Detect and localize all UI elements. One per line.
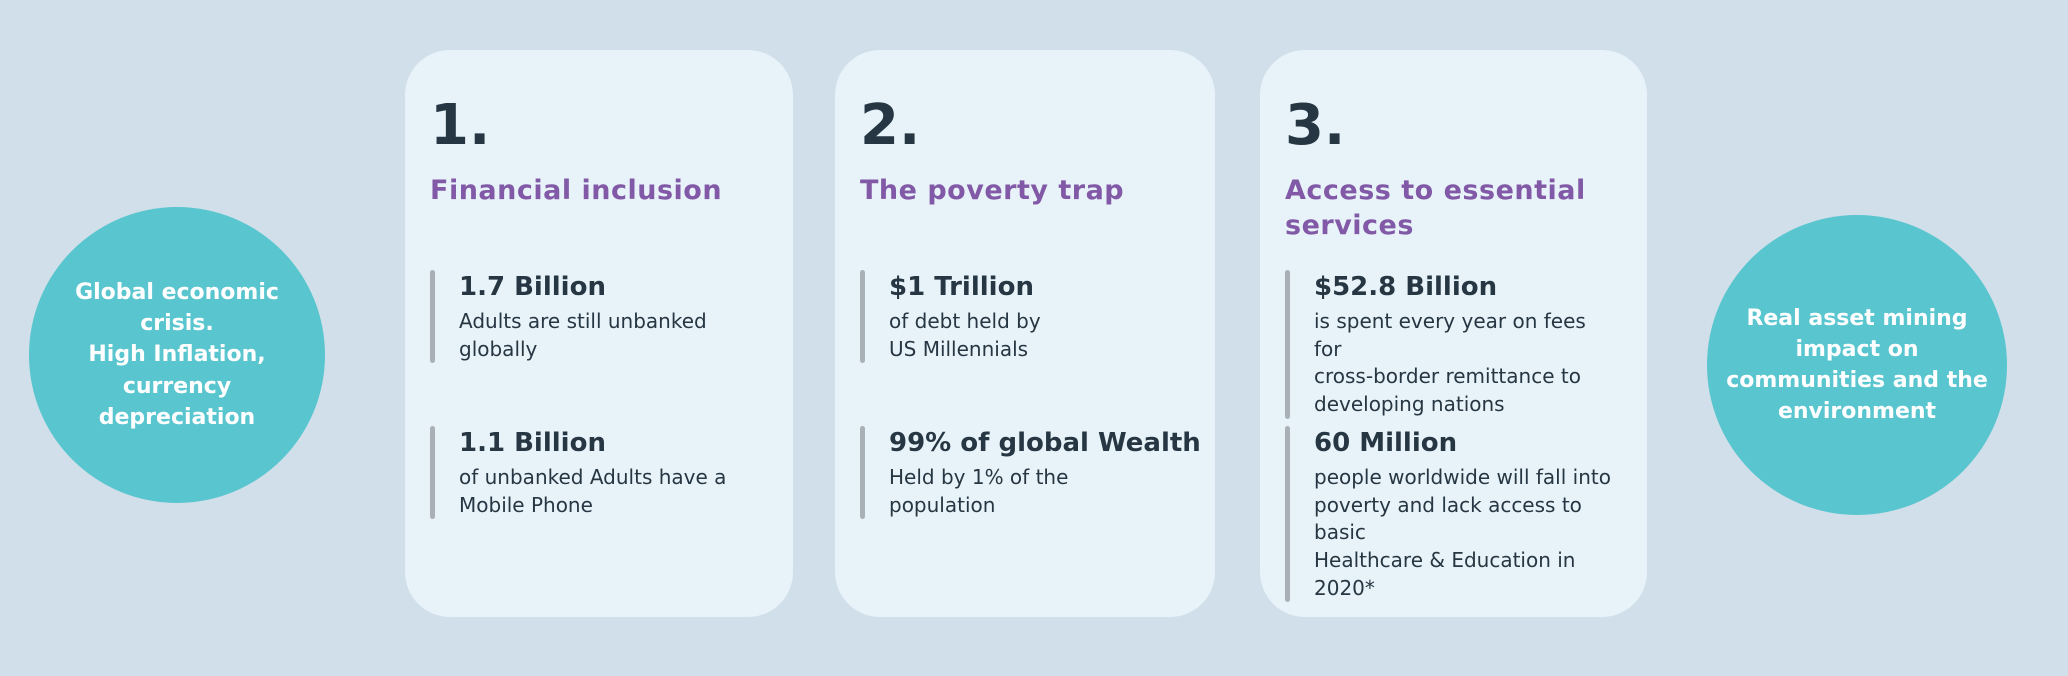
stat-description: Held by 1% of the population (889, 465, 1069, 517)
stat-text: $1 Trillion of debt held by US Millennia… (889, 270, 1041, 363)
stat-description: people worldwide will fall into poverty … (1314, 465, 1611, 600)
stat-value: $52.8 Billion (1314, 272, 1498, 302)
stat-text: 1.7 Billion Adults are still unbanked gl… (459, 270, 707, 363)
stat-text: 60 Million people worldwide will fall in… (1314, 426, 1612, 602)
stat-block: 99% of global Wealth Held by 1% of the p… (860, 426, 1201, 520)
stat-description: of unbanked Adults have a Mobile Phone (459, 465, 727, 517)
stat-text: 99% of global Wealth Held by 1% of the p… (889, 426, 1201, 519)
stat-value: 60 Million (1314, 428, 1458, 458)
stat-text: $52.8 Billion is spent every year on fee… (1314, 270, 1612, 419)
stat-text: 1.1 Billion of unbanked Adults have a Mo… (459, 426, 726, 519)
stat-slot: $52.8 Billion is spent every year on fee… (1285, 270, 1612, 426)
left-circle-text: Global economic crisis. High Inflation, … (75, 279, 279, 430)
stat-block: $52.8 Billion is spent every year on fee… (1285, 270, 1612, 419)
card-number: 1. (430, 93, 491, 158)
stat-block: $1 Trillion of debt held by US Millennia… (860, 270, 1180, 364)
stat-accent-bar (860, 270, 865, 364)
card-number: 3. (1285, 93, 1346, 158)
stat-accent-bar (1285, 270, 1290, 419)
card-title: Financial inclusion (430, 175, 723, 206)
stat-accent-bar (430, 270, 435, 364)
card-poverty-trap: 2. The poverty trap $1 Trillion of debt … (835, 50, 1215, 617)
stat-block: 1.7 Billion Adults are still unbanked gl… (430, 270, 758, 364)
stat-value: $1 Trillion (889, 272, 1034, 302)
stat-slot: $1 Trillion of debt held by US Millennia… (860, 270, 1180, 426)
stat-description: Adults are still unbanked globally (459, 309, 707, 361)
stat-description: is spent every year on fees for cross-bo… (1314, 309, 1586, 416)
stat-accent-bar (430, 426, 435, 520)
card-number: 2. (860, 93, 921, 158)
card-title: Access to essential services (1285, 175, 1586, 242)
stat-accent-bar (860, 426, 865, 520)
left-circle: Global economic crisis. High Inflation, … (29, 207, 325, 503)
stat-slot: 1.7 Billion Adults are still unbanked gl… (430, 270, 758, 426)
right-circle: Real asset mining impact on communities … (1707, 215, 2007, 515)
stat-accent-bar (1285, 426, 1290, 603)
card-financial-inclusion: 1. Financial inclusion 1.7 Billion Adult… (405, 50, 793, 617)
stat-block: 60 Million people worldwide will fall in… (1285, 426, 1612, 603)
stat-value: 1.7 Billion (459, 272, 606, 302)
card-title: The poverty trap (860, 175, 1125, 206)
card-access-essential-services: 3. Access to essential services $52.8 Bi… (1260, 50, 1647, 617)
right-circle-text: Real asset mining impact on communities … (1726, 305, 1988, 425)
stat-description: of debt held by US Millennials (889, 309, 1041, 361)
stat-block: 1.1 Billion of unbanked Adults have a Mo… (430, 426, 758, 520)
stat-value: 99% of global Wealth (889, 428, 1201, 458)
stat-value: 1.1 Billion (459, 428, 606, 458)
